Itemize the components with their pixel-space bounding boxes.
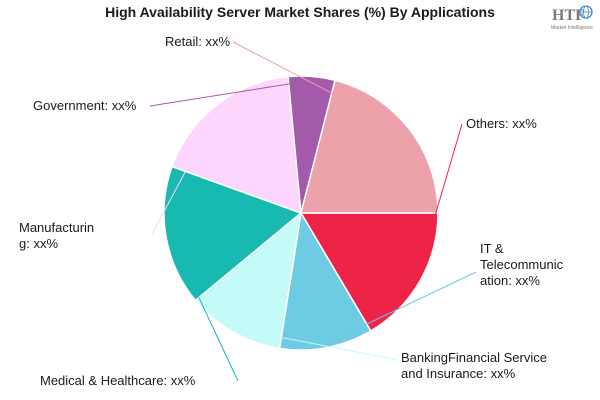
slice-label-line: Telecommunic	[480, 257, 564, 272]
slice-label: IT & Telecommunic ation: xx%	[480, 241, 564, 288]
slice-label: Government: xx%	[33, 98, 137, 113]
htf-logo: HTF Market Intelligence	[551, 5, 593, 31]
chart-title: High Availability Server Market Shares (…	[105, 4, 495, 20]
slice-label-line: and Insurance: xx%	[401, 366, 516, 381]
logo-text: HTF	[552, 7, 585, 24]
slice-label: BankingFinancial Service and Insurance: x…	[401, 350, 547, 381]
pie-slice-medical-healthcare	[163, 165, 303, 302]
slice-label-line: IT &	[480, 241, 504, 256]
leader-line	[169, 235, 239, 382]
slice-label-line: g: xx%	[19, 236, 58, 251]
globe-icon	[579, 5, 593, 19]
pie-slice-it-telecommunication	[278, 210, 372, 351]
pie-slice-retail	[300, 79, 439, 214]
slice-label: Manufacturin g: xx%	[19, 220, 94, 251]
leader-line	[151, 107, 220, 235]
leader-line	[232, 41, 407, 132]
leader-line	[416, 123, 463, 280]
leader-line	[325, 271, 477, 345]
leader-line	[235, 328, 399, 361]
pie-slice-others	[299, 212, 439, 332]
slice-label-line: Government: xx%	[33, 98, 137, 113]
slice-label: Medical & Healthcare: xx%	[40, 373, 196, 388]
slice-label-line: ation: xx%	[480, 273, 540, 288]
slice-label-line: Medical & Healthcare: xx%	[40, 373, 196, 388]
pie-slice-bankingfinancial-service-and-insurance	[194, 211, 303, 350]
slice-label: Retail: xx%	[165, 34, 230, 49]
slice-label-line: Manufacturin	[19, 220, 94, 235]
slice-label-line: Others: xx%	[466, 116, 537, 131]
leader-line	[149, 79, 312, 107]
slice-label-line: Retail: xx%	[165, 34, 230, 49]
logo-subtext: Market Intelligence	[551, 25, 593, 31]
pie-slice-manufacturing	[171, 75, 302, 215]
slice-label-line: BankingFinancial Service	[401, 350, 547, 365]
slice-label: Others: xx%	[466, 116, 537, 131]
